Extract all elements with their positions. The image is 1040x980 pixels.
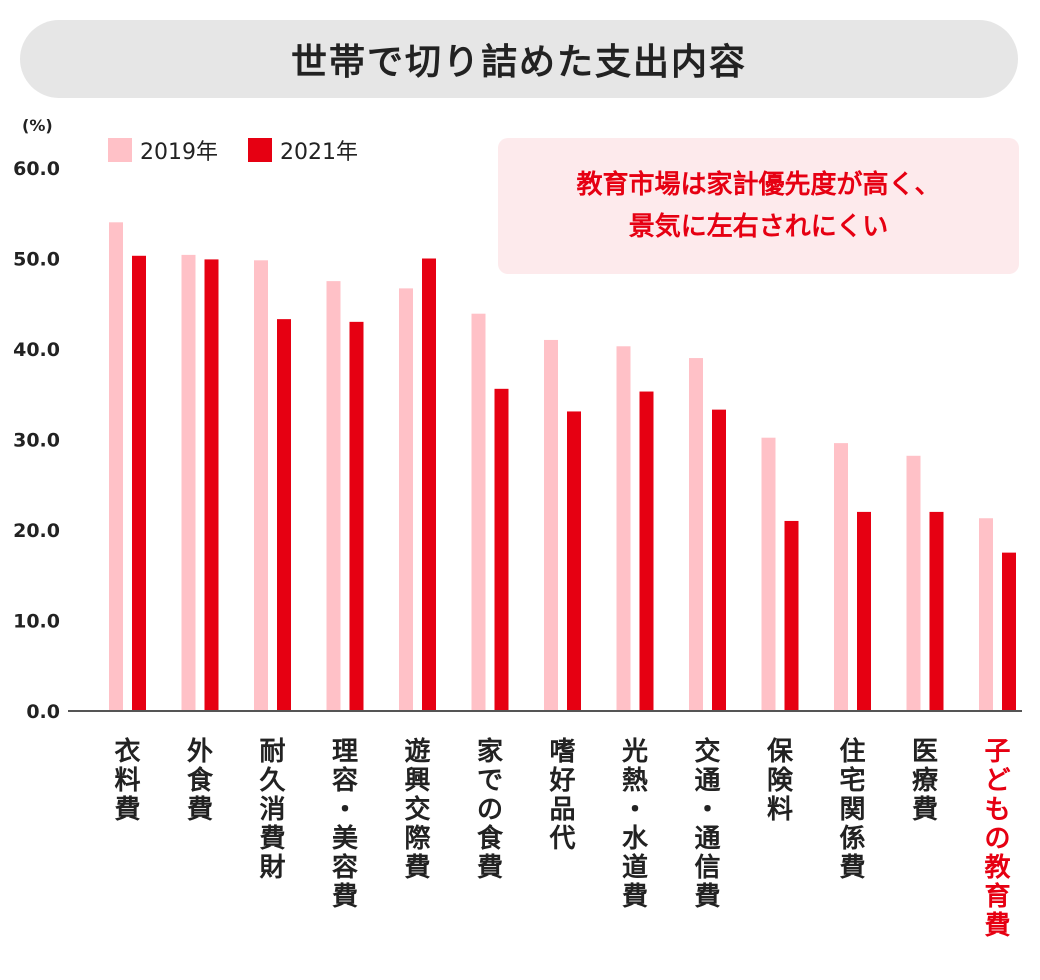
y-tick-label: 50.0	[13, 249, 60, 271]
x-tick-label: 外食費	[186, 737, 213, 825]
x-tick-label: 医療費	[911, 737, 938, 825]
bar-2019-10	[834, 443, 848, 711]
bar-2019-8	[689, 358, 703, 711]
y-tick-label: 30.0	[13, 430, 60, 452]
bar-2021-7	[639, 391, 654, 711]
x-tick-label: 家での食費	[476, 737, 503, 883]
legend-item-2019: 2019年	[108, 134, 218, 166]
legend: 2019年 2021年	[108, 134, 388, 166]
x-tick-label: 住宅関係費	[839, 737, 866, 883]
bar-2021-3	[349, 321, 364, 711]
bar-2019-2	[254, 260, 268, 711]
bar-2019-0	[109, 222, 123, 712]
chart-title: 世帯で切り詰めた支出内容	[20, 20, 1018, 98]
x-tick-label: 嗜好品代	[549, 737, 576, 854]
x-tick-label: 耐久消費財	[259, 737, 286, 883]
y-tick-label: 10.0	[13, 611, 60, 633]
bar-2021-9	[784, 520, 799, 711]
x-tick-label: 遊興交際費	[404, 737, 431, 883]
bar-2019-7	[616, 346, 631, 711]
bar-2021-6	[567, 411, 581, 711]
bar-2021-2	[277, 319, 291, 711]
callout-line-2: 景気に左右されにくい	[628, 212, 889, 242]
bar-2019-12	[979, 518, 993, 711]
legend-label-2019: 2019年	[140, 140, 218, 165]
bar-2019-6	[544, 339, 558, 711]
legend-swatch-2021	[248, 138, 272, 162]
bar-2021-5	[494, 388, 509, 711]
bar-2021-1	[204, 259, 219, 711]
bar-2019-5	[471, 313, 486, 711]
bar-2021-11	[929, 511, 944, 711]
bar-2021-4	[422, 258, 436, 711]
bar-2019-11	[906, 455, 921, 711]
bar-2021-10	[857, 511, 871, 711]
legend-swatch-2019	[108, 138, 132, 162]
x-tick-label: 光熱・水道費	[621, 737, 648, 912]
x-tick-label: 交通・通信費	[694, 737, 721, 912]
bar-2021-8	[712, 409, 726, 711]
bar-2019-4	[399, 288, 413, 711]
x-tick-label: 理容・美容費	[331, 737, 358, 912]
x-tick-label: 衣料費	[114, 737, 141, 825]
x-tick-label: 子どもの教育費	[984, 737, 1011, 941]
bar-2021-12	[1002, 552, 1016, 711]
callout-box: 教育市場は家計優先度が高く、 景気に左右されにくい	[498, 138, 1019, 274]
bar-2019-9	[761, 437, 776, 711]
y-tick-label: 20.0	[13, 520, 60, 542]
y-tick-label: 40.0	[13, 339, 60, 361]
y-tick-label: 60.0	[13, 158, 60, 180]
bar-2019-3	[326, 281, 341, 711]
bar-2021-0	[132, 255, 146, 711]
y-tick-label: 0.0	[26, 701, 60, 723]
y-axis-unit-label: (%)	[22, 116, 53, 135]
legend-item-2021: 2021年	[248, 134, 358, 166]
bar-2019-1	[181, 254, 196, 711]
callout-line-1: 教育市場は家計優先度が高く、	[576, 170, 941, 200]
legend-label-2021: 2021年	[280, 140, 358, 165]
x-tick-label: 保険料	[766, 737, 793, 825]
